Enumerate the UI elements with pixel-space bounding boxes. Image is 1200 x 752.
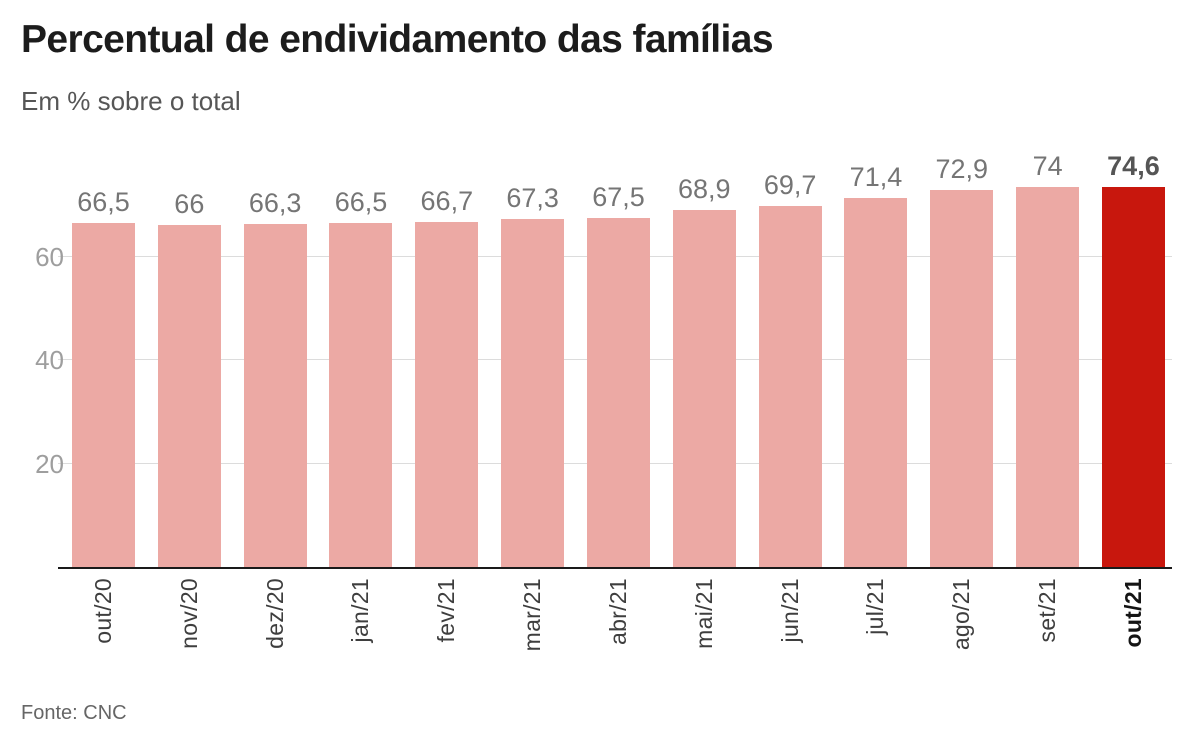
x-tick-label: ago/21 <box>948 578 975 651</box>
x-tick-label: jan/21 <box>347 578 374 643</box>
source-note: Fonte: CNC <box>21 702 127 724</box>
bar-value-label: 74 <box>1032 151 1063 181</box>
bar-cell: 67,5 <box>586 153 650 567</box>
bar-value-label: 71,4 <box>849 161 903 192</box>
bars-layer: 66,5 66 66,3 66,5 66,7 67,3 67,5 68,9 69,7 71,4 72… <box>72 153 1165 567</box>
x-tick-cell: out/20 <box>72 578 135 683</box>
x-tick-label: mar/21 <box>519 578 546 652</box>
y-tick-label: 20 <box>35 448 64 479</box>
bar <box>586 217 650 567</box>
x-tick-label: nov/20 <box>175 578 202 649</box>
bar-cell: 74,6 <box>1101 151 1165 567</box>
bar-value-label: 67,3 <box>506 182 559 213</box>
x-tick-label: mai/21 <box>690 578 717 649</box>
bar-cell: 72,9 <box>930 153 994 567</box>
x-tick-label: jul/21 <box>862 578 889 635</box>
bar-value-label: 66,7 <box>420 185 474 216</box>
x-tick-label: out/21 <box>1119 578 1146 648</box>
x-tick-label: out/20 <box>90 578 116 644</box>
bar-cell: 68,9 <box>672 153 736 567</box>
bar-highlighted <box>1101 187 1165 567</box>
x-tick-cell: out/21 <box>1102 578 1165 683</box>
bar-cell: 66,3 <box>243 153 307 567</box>
bar-value-label: 66,3 <box>248 187 302 218</box>
bar <box>243 223 307 567</box>
x-tick-cell: mai/21 <box>673 578 736 683</box>
bar-cell: 74 <box>1016 151 1080 567</box>
bar <box>72 222 135 567</box>
bar <box>930 189 994 567</box>
bar-cell: 66,5 <box>329 153 393 567</box>
bar-cell: 69,7 <box>758 153 822 567</box>
x-tick-cell: ago/21 <box>930 578 993 683</box>
bar <box>415 221 479 567</box>
bar-cell: 67,3 <box>501 153 565 567</box>
x-tick-label: fev/21 <box>433 578 460 643</box>
bar <box>1016 187 1080 567</box>
bar <box>844 197 908 567</box>
bar <box>672 210 736 567</box>
x-tick-cell: set/21 <box>1016 578 1079 683</box>
bar-value-label: 66,5 <box>334 186 388 217</box>
x-axis-labels: out/20 nov/20 dez/20 jan/21 fev/21 mar/21 abr/… <box>72 578 1165 683</box>
x-tick-label: set/21 <box>1034 578 1061 643</box>
bar <box>157 225 221 567</box>
x-tick-cell: nov/20 <box>158 578 221 683</box>
bar <box>329 222 393 567</box>
x-tick-cell: fev/21 <box>415 578 478 683</box>
x-tick-cell: mar/21 <box>501 578 564 683</box>
chart-subtitle: Em % sobre o total <box>21 86 241 116</box>
plot-area: 20 40 60 66,5 66 66,3 66,5 66,7 67,3 67,5 68,9 69,… <box>20 153 1180 567</box>
bar-value-label: 69,7 <box>763 170 817 201</box>
bar-cell: 66,5 <box>72 153 135 567</box>
y-tick-label: 40 <box>35 345 64 375</box>
page-title: Percentual de endividamento das famílias <box>21 18 774 61</box>
x-tick-cell: jan/21 <box>329 578 392 683</box>
x-tick-cell: jul/21 <box>844 578 907 683</box>
bar-cell: 71,4 <box>844 153 908 567</box>
bar-cell: 66,7 <box>415 153 479 567</box>
bar-value-label: 67,5 <box>592 181 645 212</box>
x-tick-label: jun/21 <box>776 578 803 643</box>
x-tick-cell: dez/20 <box>244 578 307 683</box>
x-tick-label: dez/20 <box>261 578 288 649</box>
bar <box>501 218 565 567</box>
bar-cell: 66 <box>157 153 221 567</box>
x-tick-cell: abr/21 <box>587 578 650 683</box>
bar-value-label: 66 <box>174 189 205 220</box>
bar-value-label: 66,5 <box>77 186 130 217</box>
bar-value-label: 72,9 <box>935 153 989 184</box>
x-tick-label: abr/21 <box>604 578 631 646</box>
bar-value-label: 68,9 <box>678 174 731 205</box>
x-tick-cell: jun/21 <box>759 578 822 683</box>
bar <box>758 206 822 567</box>
bar-value-label: 74,6 <box>1107 151 1160 181</box>
x-axis-line <box>58 567 1172 569</box>
y-tick-label: 60 <box>35 241 64 272</box>
